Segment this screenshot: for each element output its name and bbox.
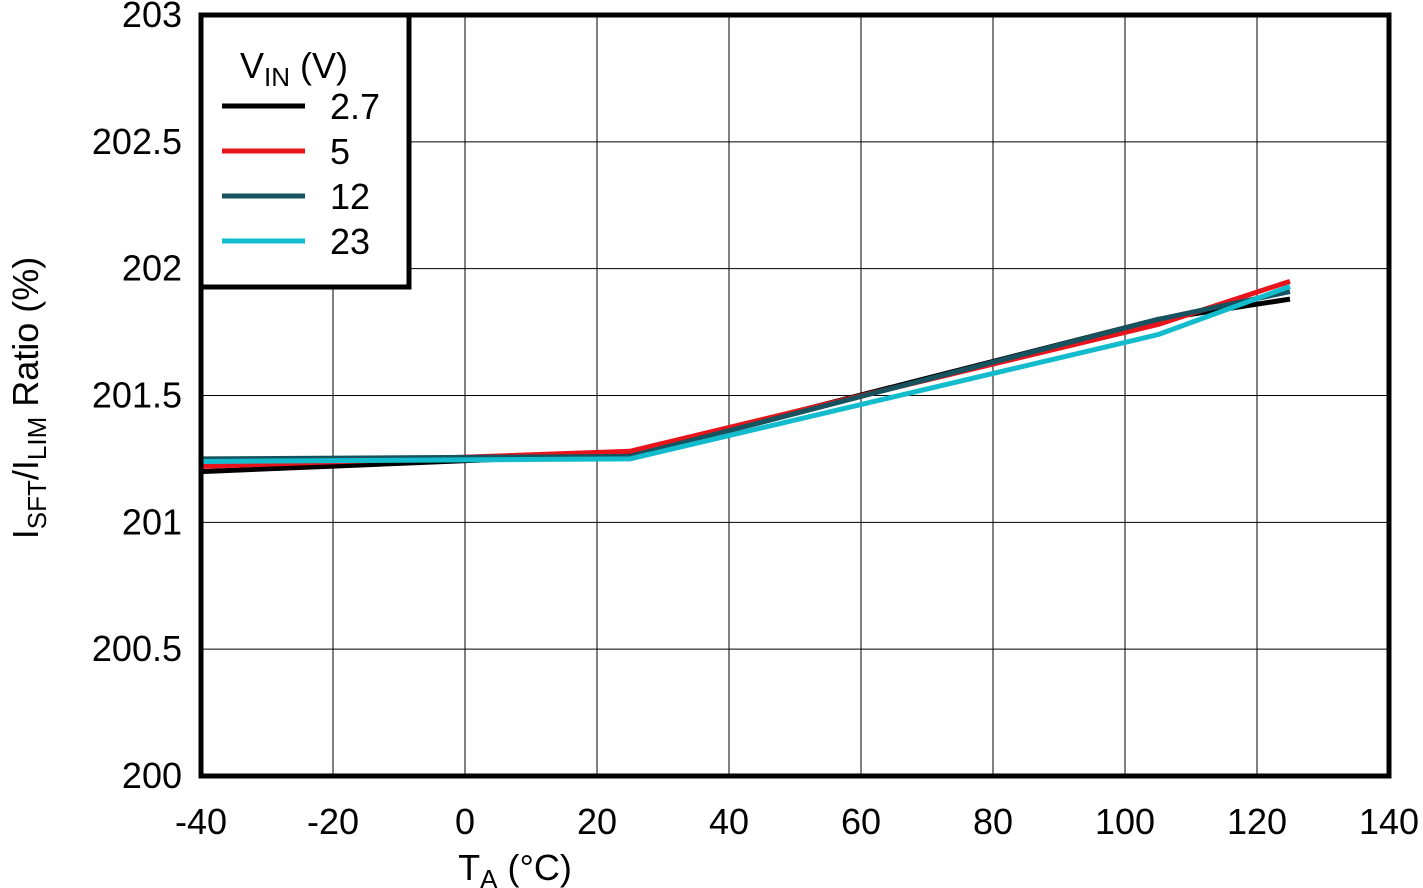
- x-tick-label: 120: [1227, 801, 1287, 842]
- x-tick-label: -20: [307, 801, 359, 842]
- y-label-sub: SFT: [22, 480, 52, 529]
- legend-title-part: V: [240, 45, 264, 86]
- y-tick-label: 201.5: [92, 375, 182, 416]
- legend-label: 12: [330, 176, 370, 217]
- x-tick-label: 40: [709, 801, 749, 842]
- x-label-part: T: [458, 847, 480, 888]
- x-tick-label: 0: [455, 801, 475, 842]
- y-tick-label: 200.5: [92, 628, 182, 669]
- legend-label: 5: [330, 131, 350, 172]
- legend-title-part: (V): [290, 45, 348, 86]
- y-tick-label: 200: [122, 755, 182, 796]
- plot-frame: [198, 12, 1392, 779]
- x-label-part: (°C): [497, 847, 571, 888]
- y-label-part: /I: [5, 460, 46, 480]
- y-tick-label: 201: [122, 501, 182, 542]
- line-series: [200, 284, 1291, 464]
- y-label-part: Ratio (%): [5, 257, 46, 417]
- x-tick-label: 80: [973, 801, 1013, 842]
- legend-label: 2.7: [330, 86, 380, 127]
- x-tick-label: 20: [577, 801, 617, 842]
- x-tick-label: -40: [175, 801, 227, 842]
- legend-title: VIN (V): [240, 45, 348, 92]
- x-tick-label: 140: [1359, 801, 1419, 842]
- y-tick-label: 202: [122, 248, 182, 289]
- x-tick-label: 100: [1095, 801, 1155, 842]
- y-label-part: I: [5, 529, 46, 539]
- legend-title-sub: IN: [264, 62, 290, 92]
- y-label-sub: LIM: [22, 417, 52, 460]
- x-tick-label: 60: [841, 801, 881, 842]
- y-axis-label: ISFT/ILIM Ratio (%): [5, 257, 52, 540]
- x-axis-label: TA (°C): [458, 847, 572, 888]
- line-series: [200, 289, 1291, 462]
- x-label-sub: A: [480, 864, 498, 888]
- y-tick-label: 203: [122, 0, 182, 35]
- line-series: [200, 278, 1291, 470]
- legend-label: 23: [330, 221, 370, 262]
- y-tick-label: 202.5: [92, 121, 182, 162]
